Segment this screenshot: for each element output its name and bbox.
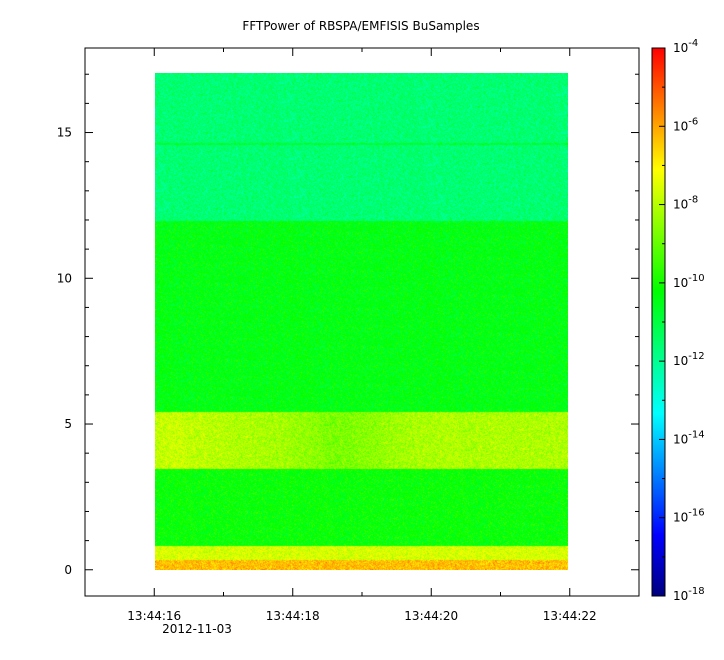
chart-title: FFTPower of RBSPA/EMFISIS BuSamples	[242, 19, 479, 33]
colorbar-tick-label: 10-4	[673, 38, 698, 55]
x-tick-label: 13:44:20	[404, 609, 458, 623]
colorbar-tick-label: 10-8	[673, 195, 698, 212]
y-tick-label: 15	[57, 126, 72, 140]
colorbar-tick-label: 10-14	[673, 429, 705, 446]
y-tick-label: 5	[64, 417, 72, 431]
x-tick-label: 13:44:18	[266, 609, 320, 623]
spectrogram-image	[155, 73, 568, 570]
x-tick-label: 13:44:16	[127, 609, 181, 623]
x-date-label: 2012-11-03	[162, 622, 232, 636]
colorbar-tick-label: 10-6	[673, 116, 698, 133]
x-axis: 13:44:16 13:44:18 13:44:20 13:44:22	[84, 48, 640, 623]
colorbar-tick-label: 10-12	[673, 351, 705, 368]
y-tick-label: 10	[57, 271, 72, 285]
y-tick-label: 0	[64, 563, 72, 577]
colorbar-tick-label: 10-16	[673, 508, 705, 525]
colorbar-tick-label: 10-10	[673, 273, 705, 290]
x-tick-label: 13:44:22	[543, 609, 597, 623]
spectrogram-image-wrap	[155, 73, 568, 570]
y-axis: 0 5 10 15	[57, 73, 639, 577]
colorbar-axis: 10-4 10-6 10-8 10-10 10-12 10-14 10-16 10-18	[659, 38, 705, 603]
colorbar-tick-label: 10-18	[673, 586, 705, 603]
